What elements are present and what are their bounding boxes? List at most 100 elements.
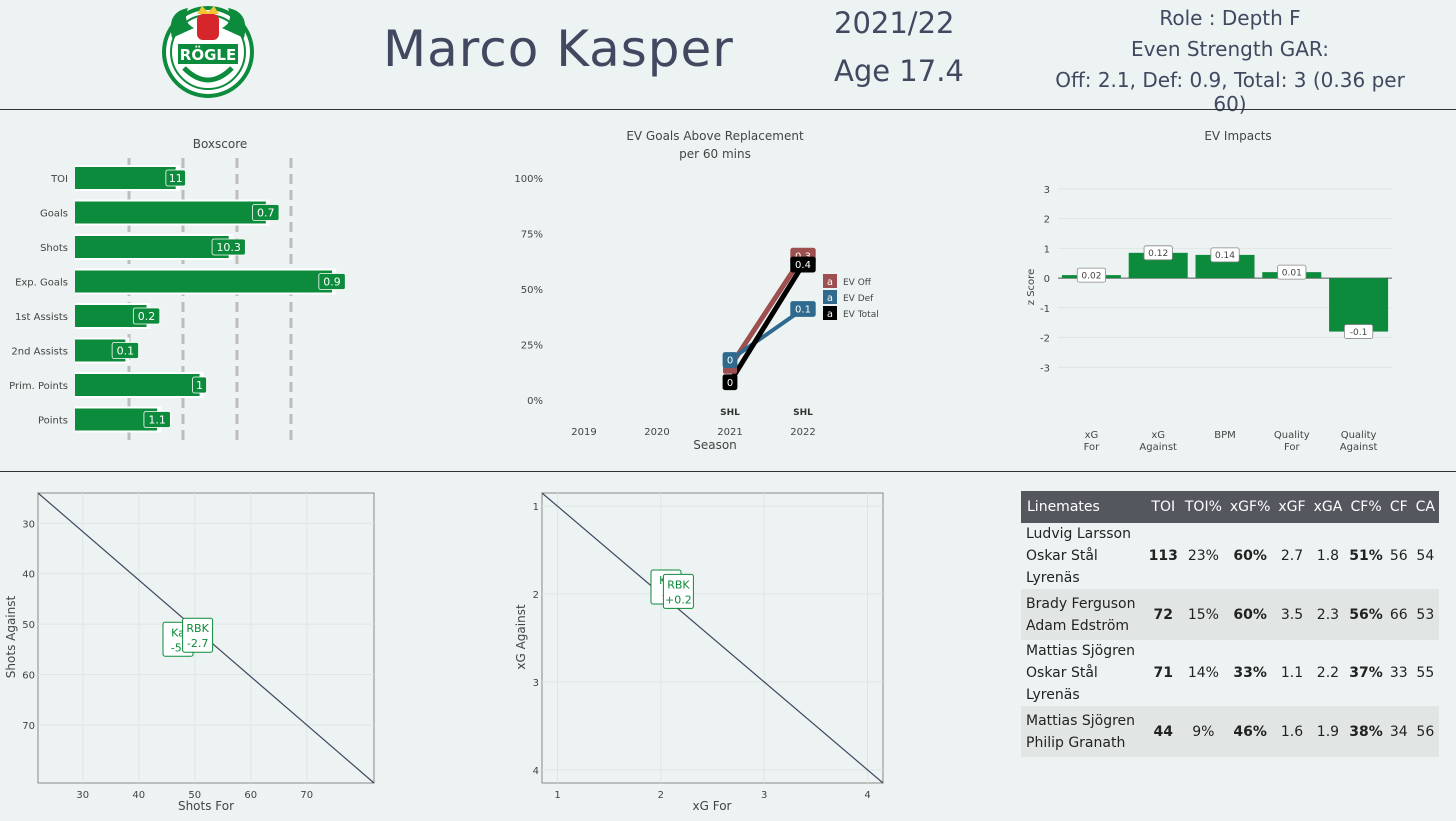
impacts-category-label: Against xyxy=(1139,442,1177,453)
header-cf-pct: CF% xyxy=(1346,491,1386,523)
impacts-y-tick-label: 3 xyxy=(1044,185,1050,196)
cell-cf-pct: 51% xyxy=(1346,523,1386,589)
boxscore-value-label-box xyxy=(132,307,161,325)
cell-xga: 2.2 xyxy=(1309,640,1347,706)
gar-legend-key-letter: a xyxy=(827,293,833,304)
gar-series-line xyxy=(727,262,806,385)
shots-y-tick-label: 40 xyxy=(22,570,35,581)
cell-ca: 55 xyxy=(1411,640,1439,706)
boxscore-value-label: 1.1 xyxy=(148,413,166,426)
boxscore-category-label: Shots xyxy=(40,243,68,254)
impacts-bar xyxy=(1329,278,1389,332)
xg-diagonal-line xyxy=(541,492,884,784)
gar-x-tick-label: 2022 xyxy=(790,427,815,438)
boxscore-value-label-box xyxy=(192,376,207,394)
header-cf: CF xyxy=(1385,491,1412,523)
linemate-name: Mattias Sjögren xyxy=(1026,643,1136,659)
cell-ca: 54 xyxy=(1411,523,1439,589)
cell-toi: 72 xyxy=(1145,589,1181,640)
impacts-value-label: 0.01 xyxy=(1282,268,1302,278)
cell-ca: 53 xyxy=(1411,589,1439,640)
xg-point-box xyxy=(662,573,694,609)
table-row: Brady Ferguson Adam Edström 72 15% 60% 3.… xyxy=(1021,589,1439,640)
table-row: Ludvig Larsson Oskar Stål Lyrenäs 113 23%… xyxy=(1021,523,1439,589)
gar-point-label-box xyxy=(790,301,816,317)
impacts-category-label: Against xyxy=(1340,442,1378,453)
cell-cf: 56 xyxy=(1385,523,1412,589)
xg-y-axis-label: xG Against xyxy=(514,604,528,670)
cell-cf: 33 xyxy=(1385,640,1412,706)
shots-y-tick-label: 70 xyxy=(22,721,35,732)
gar-point-label-box xyxy=(790,256,816,273)
linemate-name: Oskar Stål Lyrenäs xyxy=(1026,665,1098,703)
linemate-name: Mattias Sjögren xyxy=(1026,712,1136,729)
impacts-value-label: 0.14 xyxy=(1215,251,1235,261)
linemate-name: Brady Ferguson xyxy=(1026,595,1136,612)
boxscore-category-label: Goals xyxy=(40,209,68,220)
shots-x-tick-label: 30 xyxy=(76,790,89,801)
cell-xgf-pct: 46% xyxy=(1225,706,1275,757)
boxscore-title: Boxscore xyxy=(193,137,248,151)
impacts-y-tick-label: -1 xyxy=(1040,304,1050,315)
gar-title: EV Goals Above Replacement xyxy=(626,129,804,143)
linemate-pair: Mattias Sjögren Philip Granath xyxy=(1021,706,1146,757)
role-label: Role : Depth F xyxy=(1159,6,1301,30)
impacts-category-label: Quality xyxy=(1274,430,1310,441)
header-xga: xGA xyxy=(1309,491,1347,523)
shots-x-tick-label: 40 xyxy=(132,790,145,801)
linemates-header-row: Linemates TOI TOI% xGF% xGF xGA CF% CF C… xyxy=(1021,491,1439,523)
boxscore-value-label-box xyxy=(143,411,171,428)
cell-cf: 66 xyxy=(1385,589,1412,640)
gar-point-label: 0.1 xyxy=(795,305,811,316)
boxscore-bar xyxy=(75,270,333,293)
gar-legend-key xyxy=(823,290,837,304)
cell-toi-pct: 9% xyxy=(1180,706,1226,757)
gar-legend-label: EV Off xyxy=(843,278,872,288)
cell-cf-pct: 37% xyxy=(1346,640,1386,706)
xg-y-tick-label: 3 xyxy=(533,678,539,689)
boxscore-value-label-box xyxy=(318,273,346,290)
xg-scatter: xG For xG Against 12341234Ka+RBK+0.2 xyxy=(514,492,884,813)
age-label: Age 17.4 xyxy=(834,54,964,88)
section-divider xyxy=(0,471,1456,472)
cell-xga: 2.3 xyxy=(1309,589,1347,640)
impacts-category-label: Quality xyxy=(1341,430,1377,441)
impacts-category-label: xG xyxy=(1151,430,1165,441)
boxscore-value-label-box xyxy=(252,204,280,221)
impacts-value-label: -0.1 xyxy=(1350,328,1368,338)
boxscore-category-label: Exp. Goals xyxy=(15,278,68,289)
gar-x-tick-label: 2020 xyxy=(644,427,669,438)
cell-xgf: 3.5 xyxy=(1274,589,1310,640)
gar-y-tick-label: 25% xyxy=(521,341,543,352)
impacts-y-axis-label: z Score xyxy=(1026,269,1037,305)
gar-series-line xyxy=(727,253,806,370)
gar-legend-key-letter: a xyxy=(827,309,833,320)
linemate-name: Philip Granath xyxy=(1026,734,1126,751)
boxscore-value-label: 0.2 xyxy=(138,310,156,323)
impacts-value-label: 0.02 xyxy=(1081,271,1101,281)
cell-toi-pct: 14% xyxy=(1180,640,1226,706)
boxscore-category-label: TOI xyxy=(50,174,68,185)
impacts-value-label-box xyxy=(1210,247,1240,263)
gar-y-tick-label: 75% xyxy=(521,230,543,241)
cell-xgf-pct: 60% xyxy=(1225,523,1275,589)
boxscore-value-label: 11 xyxy=(169,172,183,185)
boxscore-value-label-box xyxy=(165,169,186,187)
shots-point-box xyxy=(182,617,214,653)
cell-toi: 71 xyxy=(1145,640,1181,706)
boxscore-value-label: 10.3 xyxy=(216,241,241,254)
gar-series-line xyxy=(728,306,805,363)
impacts-value-label-box xyxy=(1143,245,1173,261)
gar-y-tick-label: 100% xyxy=(514,174,543,185)
gar-values: Off: 2.1, Def: 0.9, Total: 3 (0.36 per 6… xyxy=(1055,68,1405,116)
linemate-name: Adam Edström xyxy=(1026,617,1130,634)
impacts-category-label: BPM xyxy=(1214,430,1236,441)
impacts-value-label-box xyxy=(1277,264,1307,280)
gar-point-label: 0 xyxy=(727,356,733,367)
gar-point-label-box xyxy=(722,352,738,368)
logo-text: RÖGLE xyxy=(180,45,236,64)
shots-y-tick-label: 50 xyxy=(22,620,35,631)
gar-legend-key xyxy=(823,274,837,288)
boxscore-bar xyxy=(75,201,266,224)
xg-point-value: +0.2 xyxy=(665,593,692,606)
